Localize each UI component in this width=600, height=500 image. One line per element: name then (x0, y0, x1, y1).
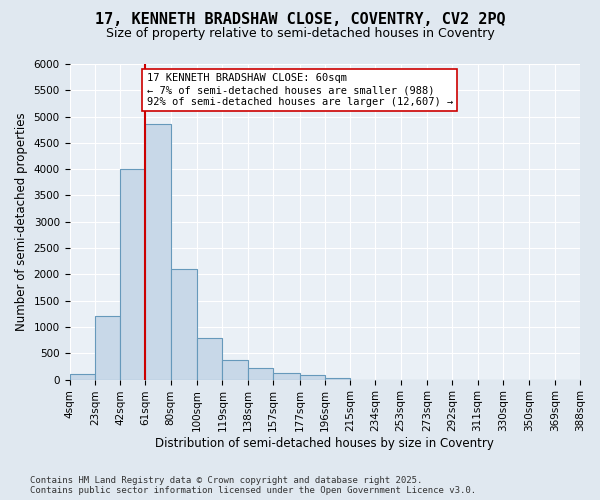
Text: 17, KENNETH BRADSHAW CLOSE, COVENTRY, CV2 2PQ: 17, KENNETH BRADSHAW CLOSE, COVENTRY, CV… (95, 12, 505, 28)
Bar (95, 316, 120, 380)
Y-axis label: Number of semi-detached properties: Number of semi-detached properties (15, 112, 28, 331)
Bar (70, 374, 95, 380)
Bar (273, 373, 299, 380)
Bar (170, 269, 197, 380)
Text: Contains HM Land Registry data © Crown copyright and database right 2025.
Contai: Contains HM Land Registry data © Crown c… (30, 476, 476, 495)
Bar (325, 378, 350, 380)
Text: 17 KENNETH BRADSHAW CLOSE: 60sqm
← 7% of semi-detached houses are smaller (988)
: 17 KENNETH BRADSHAW CLOSE: 60sqm ← 7% of… (146, 74, 453, 106)
Bar (145, 124, 170, 380)
Bar (223, 360, 248, 380)
Bar (197, 338, 223, 380)
Bar (299, 376, 325, 380)
Bar (248, 368, 273, 380)
X-axis label: Distribution of semi-detached houses by size in Coventry: Distribution of semi-detached houses by … (155, 437, 494, 450)
Bar (120, 169, 145, 380)
Text: Size of property relative to semi-detached houses in Coventry: Size of property relative to semi-detach… (106, 28, 494, 40)
